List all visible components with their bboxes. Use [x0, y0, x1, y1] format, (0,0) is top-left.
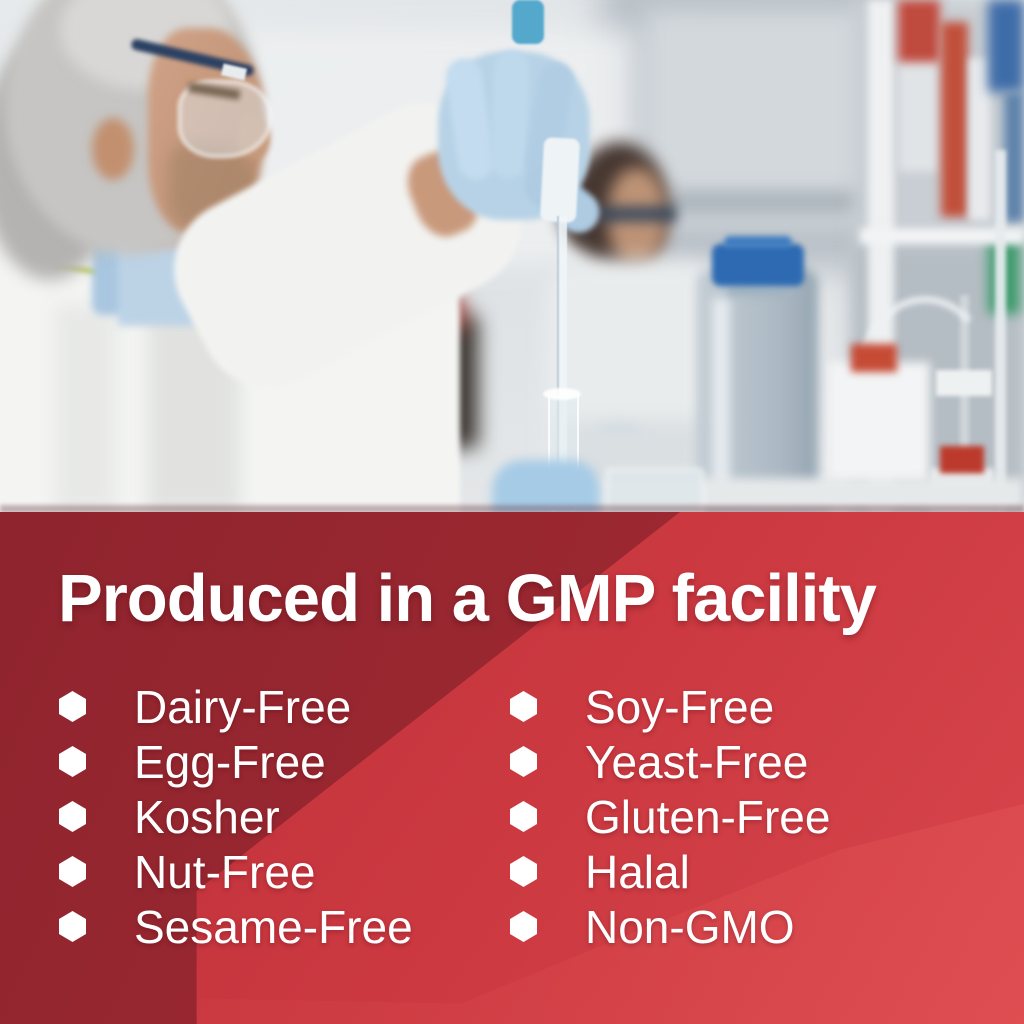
- claim-label: Kosher: [134, 790, 280, 843]
- claims-panel: [0, 512, 1024, 1024]
- list-item-gluten-free: Gluten-Free: [510, 789, 830, 844]
- list-item-dairy-free: Dairy-Free: [59, 679, 413, 734]
- hexagon-bullet-icon: [510, 911, 537, 942]
- list-item-kosher: Kosher: [59, 789, 413, 844]
- hexagon-bullet-icon: [59, 691, 86, 722]
- binder-light: [969, 58, 990, 220]
- headline: Produced in a GMP facility: [58, 561, 877, 636]
- hexagon-bullet-icon: [510, 691, 537, 722]
- claim-label: Dairy-Free: [134, 680, 352, 733]
- burette-tube: [995, 150, 1006, 512]
- claim-label: Non-GMO: [585, 900, 795, 953]
- claim-label: Soy-Free: [585, 680, 775, 733]
- jug-orange-cap: [851, 344, 897, 372]
- claim-label: Halal: [585, 845, 690, 898]
- pipette-blue-tip: [512, 0, 544, 44]
- hexagon-bullet-icon: [510, 856, 537, 887]
- colleague-safety-glasses: [598, 206, 676, 222]
- claims-list-left: Dairy-Free Egg-Free Kosher Nut-Free Sesa…: [59, 679, 413, 954]
- box-blue: [988, 0, 1024, 92]
- test-tube-rim: [543, 388, 581, 400]
- scientist-ear: [92, 118, 134, 180]
- claim-label: Yeast-Free: [585, 735, 809, 788]
- claim-label: Egg-Free: [134, 735, 326, 788]
- hexagon-bullet-icon: [59, 801, 86, 832]
- reagent-bottle-cap-top: [724, 236, 792, 248]
- claim-label: Nut-Free: [134, 845, 316, 898]
- book-blue: [1004, 92, 1024, 222]
- beaker: [606, 468, 704, 512]
- hexagon-bullet-icon: [59, 856, 86, 887]
- reagent-bottle-neck: [728, 284, 788, 296]
- list-item-halal: Halal: [510, 844, 830, 899]
- pipette-shaft: [557, 216, 567, 512]
- lab-photo: [0, 0, 1024, 512]
- claim-label: Gluten-Free: [585, 790, 831, 843]
- list-item-soy-free: Soy-Free: [510, 679, 830, 734]
- reagent-bottle-blue-cap: [712, 244, 804, 286]
- binder-red-label: [898, 0, 940, 62]
- hexagon-bullet-icon: [510, 801, 537, 832]
- photo-bottom-seam: [0, 505, 1024, 512]
- background-window-pane: [645, 10, 885, 225]
- hexagon-bullet-icon: [59, 911, 86, 942]
- binder-orange: [941, 22, 968, 217]
- hexagon-bullet-icon: [510, 746, 537, 777]
- claims-list-right: Soy-Free Yeast-Free Gluten-Free Halal No…: [510, 679, 830, 954]
- second-gloved-hand: [492, 460, 600, 512]
- list-item-non-gmo: Non-GMO: [510, 899, 830, 954]
- hexagon-bullet-icon: [59, 746, 86, 777]
- bottle-red-cap: [940, 446, 984, 474]
- list-item-egg-free: Egg-Free: [59, 734, 413, 789]
- list-item-nut-free: Nut-Free: [59, 844, 413, 899]
- reagent-bottle-highlight: [712, 298, 730, 500]
- shelf-board: [860, 228, 1024, 244]
- list-item-sesame-free: Sesame-Free: [59, 899, 413, 954]
- coat-fold: [55, 305, 117, 512]
- white-jug: [828, 362, 930, 484]
- claim-label: Sesame-Free: [134, 900, 413, 953]
- pipette-body: [539, 137, 581, 223]
- list-item-yeast-free: Yeast-Free: [510, 734, 830, 789]
